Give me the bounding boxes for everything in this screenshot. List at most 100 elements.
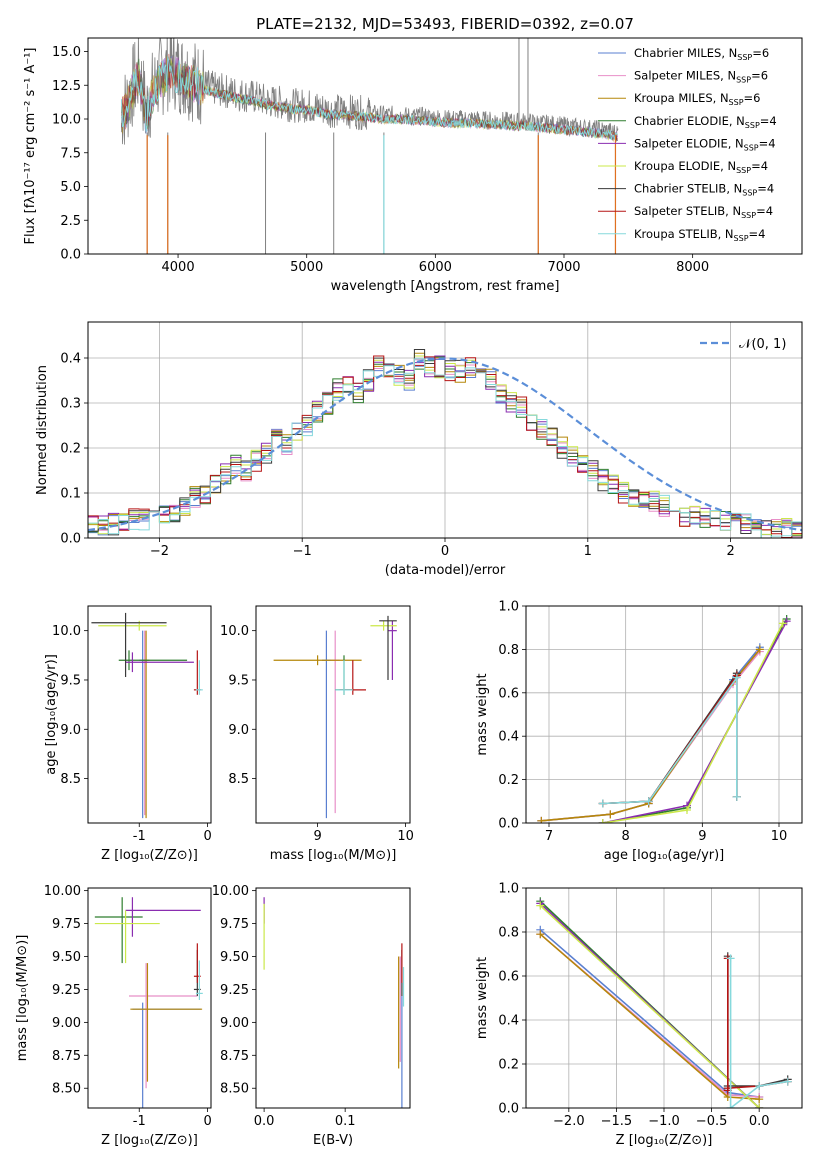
weight-marker	[726, 1104, 735, 1108]
axes-frame	[87, 887, 212, 1109]
weight-line-kroupa-stelib	[729, 958, 788, 1108]
weight-marker	[778, 619, 787, 628]
x-tick-label: −2	[150, 544, 169, 559]
x-tick-label: 2	[726, 544, 734, 559]
legend-spectrum: Chabrier MILES, NSSP=6 Salpeter MILES, NS…	[598, 46, 777, 243]
y-tick-label: 8.75	[220, 1049, 249, 1064]
x-tick-label: 0	[203, 1114, 211, 1129]
figure-title: PLATE=2132, MJD=53493, FIBERID=0392, z=0…	[256, 15, 634, 33]
x-tick-label: 4000	[162, 260, 195, 275]
y-tick-label: 8.5	[228, 772, 249, 787]
weight-marker	[755, 1095, 764, 1104]
y-tick-label: 10.0	[220, 624, 249, 639]
weight-line-kroupa-stelib	[602, 675, 738, 805]
weight-marker	[755, 645, 764, 654]
x-tick-label: 10	[771, 829, 788, 844]
y-tick-label: 9.50	[52, 950, 81, 965]
plot-area-age-vs-z	[91, 612, 203, 819]
plot-area-weight-vs-z	[536, 897, 792, 1108]
x-tick-label: 0	[203, 829, 211, 844]
x-tick-label: 0.0	[254, 1114, 275, 1129]
y-tick-label: 15.0	[52, 45, 81, 60]
y-tick-label: 9.0	[60, 723, 81, 738]
legend-label: Chabrier ELODIE, NSSP=4	[634, 114, 777, 130]
y-tick-label: 10.00	[44, 884, 81, 899]
panel-mass-vs-z: -1 0 8.50 8.75 9.00 9.25 9.50 9.75 10.00 Z [log₁₀…	[15, 884, 212, 1148]
legend-label: 𝒩(0, 1)	[739, 337, 786, 352]
y-tick-label: 10.0	[52, 113, 81, 128]
x-tick-label: 9	[698, 829, 706, 844]
weight-marker	[536, 930, 545, 939]
y-tick-label: 9.75	[220, 917, 249, 932]
y-tick-label: 0.2	[498, 1058, 519, 1073]
y-tick-label: 9.75	[52, 917, 81, 932]
y-tick-label: 9.5	[228, 673, 249, 688]
x-tick-label: 7000	[547, 260, 580, 275]
panel-age-vs-z: -1 0 8.5 9.0 9.5 10.0 Z [log₁₀(Z/Z⊙)] age [log₁…	[44, 605, 212, 863]
x-tick-label: 0.0	[749, 1114, 770, 1129]
normal-curve	[88, 357, 802, 532]
weight-marker	[598, 819, 607, 823]
x-axis-label: (data-model)/error	[385, 563, 506, 578]
x-tick-label: 7	[545, 829, 553, 844]
y-tick-label: 0.2	[498, 773, 519, 788]
weight-marker	[606, 810, 615, 819]
hist-kroupa-stelib	[88, 358, 802, 538]
panel-weight-vs-age: 7 8 9 10 0.0 0.2 0.4 0.6 0.8 1.0 age [log₁₀(age/yr…	[475, 600, 803, 863]
x-axis-label: Z [log₁₀(Z/Z⊙)]	[616, 1133, 713, 1148]
axes-frame	[255, 605, 411, 824]
y-tick-label: 0.8	[498, 643, 519, 658]
x-tick-label: 0.1	[335, 1114, 356, 1129]
y-tick-label: 8.50	[220, 1082, 249, 1097]
x-tick-label: -1	[133, 829, 146, 844]
y-tick-label: 0.0	[60, 532, 81, 547]
x-tick-label: 8	[622, 829, 630, 844]
x-tick-label: 0	[441, 544, 449, 559]
weight-marker	[644, 797, 653, 806]
y-tick-label: 9.5	[60, 673, 81, 688]
y-tick-label: 9.0	[228, 723, 249, 738]
plot-area-age-vs-mass	[273, 615, 397, 819]
x-axis-label: E(B-V)	[313, 1133, 353, 1148]
y-tick-label: 8.50	[52, 1082, 81, 1097]
y-tick-label: 8.5	[60, 772, 81, 787]
weight-line-salpeter-stelib	[727, 958, 788, 1091]
y-tick-label: 0.0	[60, 248, 81, 263]
y-tick-label: 0.4	[498, 1014, 519, 1029]
panel-residuals: −2 −1 0 1 2 0.0 0.1 0.2 0.3 0.4 (data-model)/error…	[35, 321, 803, 578]
y-tick-label: 0.6	[498, 686, 519, 701]
plot-area-residuals	[88, 349, 802, 538]
model-line-kroupa-stelib	[120, 56, 618, 140]
x-axis-label: mass [log₁₀(M/M⊙)]	[270, 848, 397, 863]
axes-frame	[255, 887, 411, 1109]
x-tick-label: −0.5	[696, 1114, 728, 1129]
x-axis-label: wavelength [Angstrom, rest frame]	[331, 279, 560, 294]
y-tick-label: 5.0	[60, 180, 81, 195]
y-tick-label: 0.8	[498, 926, 519, 941]
x-tick-label: 10	[397, 829, 414, 844]
y-axis-label: mass weight	[475, 957, 490, 1039]
axes-frame	[87, 605, 212, 824]
y-tick-label: 1.0	[498, 600, 519, 615]
y-tick-label: 9.25	[220, 983, 249, 998]
weight-marker	[755, 1104, 764, 1108]
y-axis-label: Flux [fλ10⁻¹⁷ erg cm⁻² s⁻¹ A⁻¹]	[23, 48, 38, 245]
weight-line-chabrier-miles	[541, 646, 761, 822]
x-axis-label: Z [log₁₀(Z/Z⊙)]	[101, 1133, 198, 1148]
legend-label: Chabrier STELIB, NSSP=4	[634, 182, 774, 198]
y-tick-label: 0.4	[498, 730, 519, 745]
y-tick-label: 2.5	[60, 214, 81, 229]
y-tick-label: 0.2	[60, 442, 81, 457]
y-axis-label: mass weight	[475, 673, 490, 755]
axes-frame	[525, 605, 803, 824]
x-tick-label: −1.5	[601, 1114, 633, 1129]
weight-marker	[732, 792, 741, 801]
y-tick-label: 0.0	[498, 1102, 519, 1117]
y-tick-label: 9.00	[52, 1016, 81, 1031]
x-tick-label: 6000	[419, 260, 452, 275]
model-line-salpeter-stelib	[120, 53, 618, 142]
weight-marker	[683, 805, 691, 814]
y-tick-label: 0.0	[498, 817, 519, 832]
y-tick-label: 8.75	[52, 1049, 81, 1064]
